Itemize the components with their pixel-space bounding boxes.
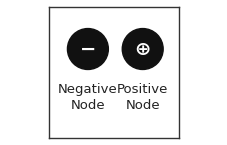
Text: −: −	[79, 39, 96, 59]
Ellipse shape	[122, 29, 163, 69]
Ellipse shape	[67, 29, 108, 69]
Text: Positive
Node: Positive Node	[116, 83, 168, 112]
Text: ⊕: ⊕	[134, 39, 150, 59]
Text: Negative
Node: Negative Node	[58, 83, 117, 112]
